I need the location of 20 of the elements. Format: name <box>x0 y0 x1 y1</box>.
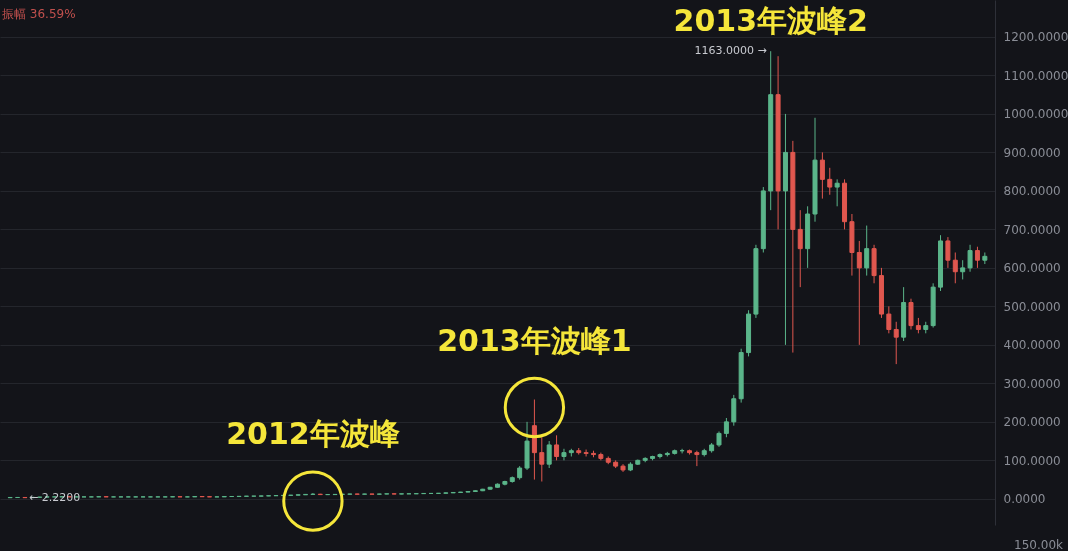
annotation: 2012年波峰 <box>226 416 400 452</box>
annotation: 2013年波峰1 <box>437 322 632 358</box>
y-tick-label: 600.0000 <box>1003 261 1061 276</box>
y-tick-label: 100.0000 <box>1003 453 1061 468</box>
y-tick-label: 300.0000 <box>1003 376 1061 391</box>
y-tick-label: 700.0000 <box>1003 222 1061 237</box>
y-tick-label: 500.0000 <box>1003 299 1061 314</box>
y-tick-label: 0.0000 <box>1003 492 1046 507</box>
annotation: 2013年波峰2 <box>673 3 868 38</box>
y-tick-label: 900.0000 <box>1003 145 1061 160</box>
y-tick-label: 200.0000 <box>1003 415 1061 430</box>
annotation: ← 2.2200 <box>28 490 81 504</box>
y-tick-label: 1000.0000 <box>1003 107 1069 122</box>
y-tick-label: 1200.0000 <box>1003 30 1069 45</box>
text: 150.00k <box>1014 538 1064 552</box>
y-tick-label: 400.0000 <box>1003 338 1061 353</box>
annotation: 振幅 36.59% <box>2 7 76 21</box>
y-tick-label: 800.0000 <box>1003 184 1061 199</box>
y-tick-label: 1100.0000 <box>1003 68 1069 83</box>
annotation: 1163.0000 → <box>694 44 767 58</box>
